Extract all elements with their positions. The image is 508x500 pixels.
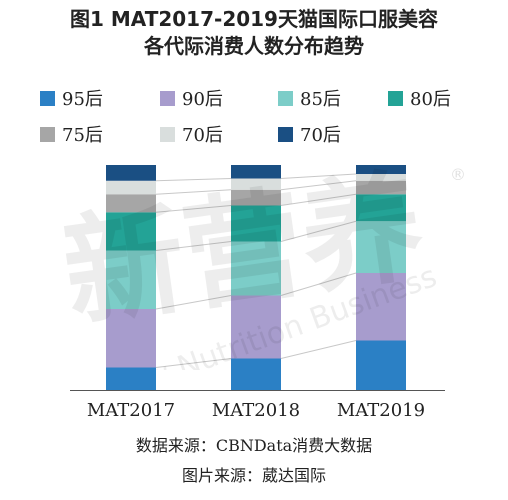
bar-segment xyxy=(356,273,406,341)
legend-swatch xyxy=(278,90,293,106)
legend-item: 70后 xyxy=(160,122,223,146)
bar-segment xyxy=(231,241,281,296)
legend-item: 95后 xyxy=(40,86,103,110)
bar-segment xyxy=(106,367,156,390)
bar-segment xyxy=(231,295,281,359)
legend-swatch xyxy=(40,90,55,106)
series-connector-line xyxy=(155,295,232,310)
bar-segment xyxy=(106,250,156,309)
x-tick-label: MAT2018 xyxy=(212,400,300,421)
bar-segment xyxy=(231,178,281,190)
series-connector-line xyxy=(155,178,232,182)
legend-item: 90后 xyxy=(160,86,223,110)
bar-segment xyxy=(231,189,281,206)
chart-title-line-2: 各代际消费人数分布趋势 xyxy=(144,34,364,58)
legend-label: 70后 xyxy=(182,125,223,146)
legend-label: 80后 xyxy=(410,89,451,110)
legend-item: 75后 xyxy=(40,122,103,146)
bar-segment xyxy=(106,194,156,213)
legend-swatch xyxy=(160,90,175,106)
legend-item: 70后 xyxy=(278,122,341,146)
legend-label: 85后 xyxy=(300,89,341,110)
legend-swatch xyxy=(160,126,175,142)
legend-label: 90后 xyxy=(182,89,223,110)
legend-swatch xyxy=(388,90,403,106)
bar-segment xyxy=(106,212,156,251)
legend-label: 95后 xyxy=(62,89,103,110)
bar-segment xyxy=(231,205,281,242)
series-connector-line xyxy=(155,358,232,368)
series-connector-line xyxy=(280,272,357,296)
data-source-note: 数据来源：CBNData消费大数据 xyxy=(135,436,373,455)
legend-label: 70后 xyxy=(300,125,341,146)
bar-segment xyxy=(231,358,281,390)
chart-title-line-1: 图1 MAT2017-2019天猫国际口服美容 xyxy=(70,7,438,31)
bar-segment xyxy=(231,165,281,179)
legend-item: 80后 xyxy=(388,86,451,110)
image-source-note: 图片来源：葳达国际 xyxy=(181,466,326,485)
bar-segment xyxy=(356,194,406,222)
bar-segment xyxy=(106,309,156,368)
legend-label: 75后 xyxy=(62,125,103,146)
series-connector-line xyxy=(280,340,357,359)
legend-item: 85后 xyxy=(278,86,341,110)
bar-segment xyxy=(356,340,406,390)
bar-segment xyxy=(356,221,406,273)
series-connector-line xyxy=(155,241,232,251)
series-connector-line xyxy=(280,220,357,242)
series-connector-line xyxy=(155,205,232,213)
x-tick-label: MAT2019 xyxy=(337,400,425,421)
chart-title: 图1 MAT2017-2019天猫国际口服美容 各代际消费人数分布趋势 xyxy=(0,6,508,60)
series-connector-line xyxy=(280,180,357,191)
bar-segment xyxy=(356,174,406,181)
series-connector-line xyxy=(280,173,357,179)
series-connector-line xyxy=(280,193,357,206)
legend-swatch xyxy=(278,126,293,142)
bar-segment xyxy=(356,180,406,195)
bar-segment xyxy=(106,180,156,195)
bar-segment xyxy=(106,165,156,181)
x-tick-label: MAT2017 xyxy=(87,400,175,421)
bar-segment xyxy=(356,165,406,174)
series-connector-line xyxy=(155,189,232,195)
legend-swatch xyxy=(40,126,55,142)
